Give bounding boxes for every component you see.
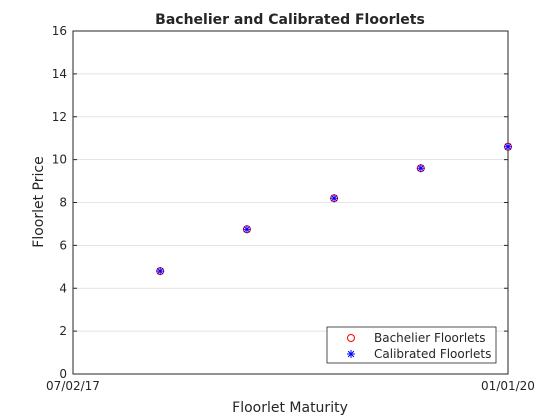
legend-label-bachelier: Bachelier Floorlets [374, 331, 486, 345]
y-axis-label: Floorlet Price [31, 156, 47, 247]
calibrated-point [242, 225, 251, 234]
x-axis-label: Floorlet Maturity [232, 400, 348, 416]
y-tick-label: 0 [59, 367, 67, 381]
calibrated-point [504, 142, 512, 151]
y-ticks: 0 2 4 6 8 10 12 14 16 [52, 24, 508, 381]
y-tick-label: 12 [52, 110, 67, 124]
calibrated-point [330, 194, 339, 203]
y-tick-label: 4 [59, 281, 67, 295]
legend-box [326, 326, 497, 364]
x-tick-label: 01/01/20 [481, 379, 535, 393]
y-tick-label: 14 [52, 67, 67, 81]
y-tick-label: 6 [59, 238, 67, 252]
x-tick-label: 07/02/17 [46, 379, 100, 393]
calibrated-point [156, 267, 165, 276]
legend-marker-bachelier [347, 334, 355, 342]
legend-label-calibrated: Calibrated Floorlets [374, 347, 491, 361]
grid [73, 73, 508, 332]
y-tick-label: 2 [59, 324, 67, 338]
data-points [156, 142, 512, 276]
legend-marker-calibrated [347, 350, 355, 358]
y-tick-label: 16 [52, 24, 67, 38]
legend: Bachelier Floorlets Calibrated Floorlets [326, 326, 497, 364]
x-ticks: 07/02/17 01/01/20 [46, 31, 535, 393]
legend-star-shape [347, 350, 355, 358]
calibrated-point [416, 164, 425, 173]
y-tick-label: 8 [59, 196, 67, 210]
chart-title: Bachelier and Calibrated Floorlets [155, 12, 425, 28]
y-tick-label: 10 [52, 153, 67, 167]
